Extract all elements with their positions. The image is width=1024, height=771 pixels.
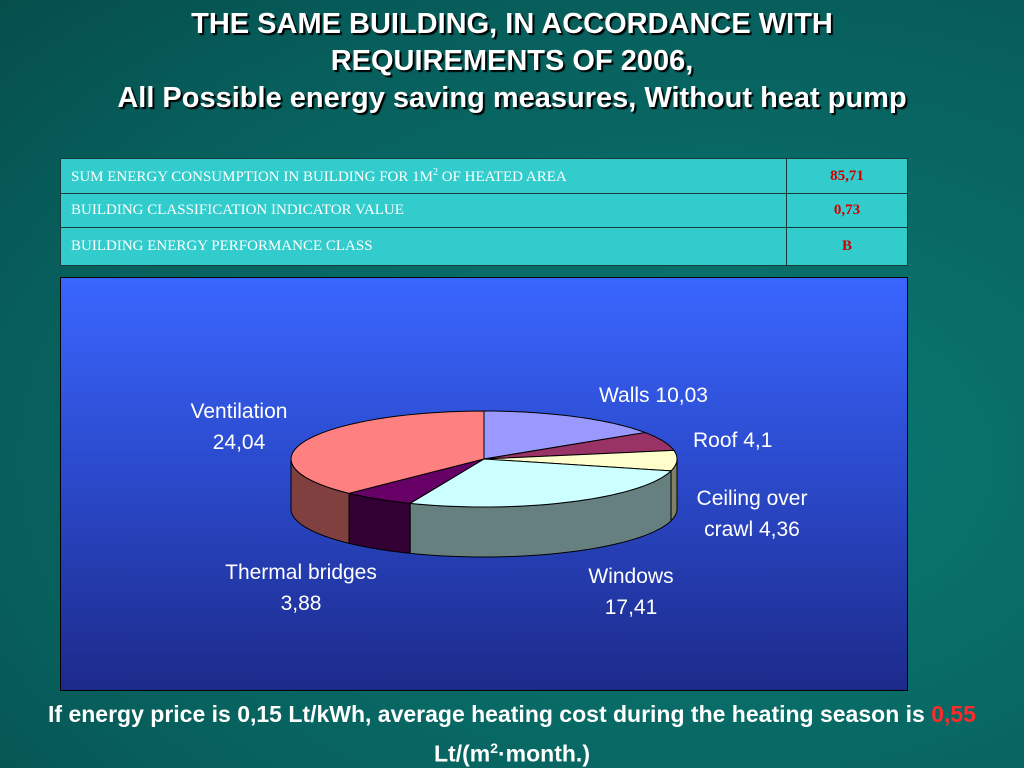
table-cell: SUM ENERGY CONSUMPTION IN BUILDING FOR 1…	[60, 158, 787, 194]
category-label: Ceiling over crawl	[696, 487, 808, 541]
slice-label: Ventilation 24,04	[169, 396, 309, 458]
cell-text: SUM ENERGY CONSUMPTION IN BUILDING FOR 1…	[71, 168, 433, 185]
superscript: 2	[432, 166, 438, 178]
summary-table: SUM ENERGY CONSUMPTION IN BUILDING FOR 1…	[60, 158, 908, 266]
table-cell: BUILDING ENERGY PERFORMANCE CLASS	[60, 227, 787, 266]
category-label: Thermal bridges	[225, 561, 377, 584]
value-label: 4,36	[758, 518, 800, 541]
value-label: 3,88	[280, 592, 322, 615]
pie-canvas	[290, 410, 678, 558]
table-row: SUM ENERGY CONSUMPTION IN BUILDING FOR 1…	[60, 158, 908, 194]
slice-label: Ceiling over crawl 4,36	[677, 483, 827, 545]
value-label: 24,04	[212, 431, 266, 454]
slice-label: Roof 4,1	[693, 425, 823, 456]
title-line: THE SAME BUILDING, IN ACCORDANCE WITH	[191, 8, 833, 40]
table-value: 0,73	[786, 193, 908, 228]
table-value: 85,71	[786, 158, 908, 194]
footer-highlight: 0,55	[931, 701, 976, 727]
chart: Walls 10,03 Roof 4,1 Ceiling over crawl 4,…	[60, 277, 908, 691]
value-label: 10,03	[655, 384, 708, 407]
footer-text: If energy price is 0,15 Lt/kWh, average …	[48, 701, 932, 727]
table-row: BUILDING CLASSIFICATION INDICATOR VALUE …	[60, 193, 908, 228]
footer-text: Lt/(m	[434, 740, 491, 767]
category-label: Roof	[693, 429, 738, 452]
category-label: Windows	[588, 565, 674, 588]
slice-label: Walls 10,03	[599, 380, 799, 411]
pie-slice	[290, 410, 485, 494]
value-label: 4,1	[743, 429, 773, 452]
title-line: REQUIREMENTS OF 2006,	[330, 45, 694, 77]
slice-label: Windows 17,41	[571, 561, 691, 623]
table-row: BUILDING ENERGY PERFORMANCE CLASS B	[60, 227, 908, 266]
value-label: 17,41	[604, 596, 658, 619]
superscript: 2	[490, 740, 499, 756]
footer: If energy price is 0,15 Lt/kWh, average …	[20, 697, 1004, 771]
cell-text: BUILDING CLASSIFICATION INDICATOR VALUE	[71, 202, 404, 218]
pie-slice	[348, 458, 485, 504]
title-line: All Possible energy saving measures, Wit…	[117, 82, 907, 114]
footer-text: ·month.)	[498, 740, 590, 767]
slice-label: Thermal bridges 3,88	[221, 557, 381, 619]
title: THE SAME BUILDING, IN ACCORDANCE WITH RE…	[0, 6, 1024, 117]
table-value: B	[786, 227, 908, 266]
pie-slice	[408, 458, 673, 508]
cell-text: BUILDING ENERGY PERFORMANCE CLASS	[71, 238, 373, 254]
table-cell: BUILDING CLASSIFICATION INDICATOR VALUE	[60, 193, 787, 228]
category-label: Walls	[599, 384, 650, 407]
category-label: Ventilation	[190, 400, 288, 423]
pie-slice	[483, 410, 648, 460]
pie-slice	[483, 449, 678, 472]
cell-text: OF HEATED AREA	[437, 168, 567, 185]
